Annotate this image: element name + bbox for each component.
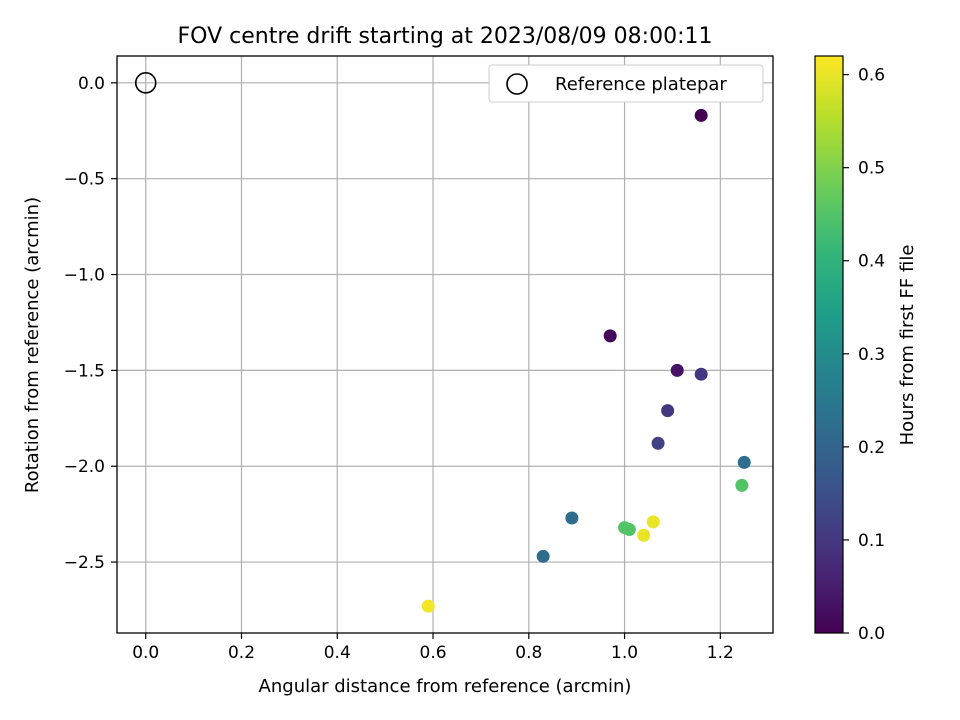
colorbar-tick-label: 0.5 (858, 159, 885, 179)
x-tick-label: 1.0 (611, 643, 638, 663)
colorbar-tick-label: 0.4 (858, 252, 885, 272)
colorbar (814, 55, 844, 634)
colorbar-tick-label: 0.2 (858, 438, 885, 458)
colorbar-tick-label: 0.6 (858, 66, 885, 86)
y-tick-label: −0.5 (64, 170, 105, 190)
data-point (536, 549, 550, 563)
x-tick-label: 0.2 (228, 643, 255, 663)
x-tick-label: 1.2 (707, 643, 734, 663)
data-point (651, 436, 665, 450)
data-point (737, 455, 751, 469)
data-point (694, 367, 708, 381)
legend-box (488, 64, 764, 103)
y-tick-label: −1.5 (64, 361, 105, 381)
chart-title: FOV centre drift starting at 2023/08/09 … (178, 24, 713, 49)
y-axis-label: Rotation from reference (arcmin) (22, 197, 43, 493)
legend-entry-reference: Reference platepar (555, 74, 727, 95)
reference-platepar-marker (134, 72, 157, 94)
x-tick-label: 0.0 (132, 643, 159, 663)
data-point (735, 478, 749, 492)
data-point (421, 599, 435, 613)
data-point (565, 511, 579, 525)
colorbar-tick-label: 0.1 (858, 531, 885, 551)
x-axis-label: Angular distance from reference (arcmin) (259, 676, 632, 697)
y-tick-label: −1.0 (64, 266, 105, 286)
y-tick-label: −2.0 (64, 457, 105, 477)
y-tick-label: 0.0 (78, 74, 105, 94)
colorbar-tick-label: 0.0 (858, 624, 885, 644)
colorbar-tick-label: 0.3 (858, 345, 885, 365)
legend-marker-reference (506, 73, 528, 95)
colorbar-label: Hours from first FF file (897, 245, 918, 446)
legend: Reference platepar (488, 64, 764, 103)
data-point (637, 528, 651, 542)
data-point (694, 108, 708, 122)
data-point (661, 404, 675, 418)
x-tick-label: 0.4 (324, 643, 351, 663)
data-point (622, 522, 636, 536)
data-point (670, 363, 684, 377)
data-point (646, 515, 660, 529)
x-tick-label: 0.6 (420, 643, 447, 663)
data-point (603, 329, 617, 343)
x-tick-label: 0.8 (515, 643, 542, 663)
plot-frame (116, 55, 774, 634)
y-tick-label: −2.5 (64, 553, 105, 573)
